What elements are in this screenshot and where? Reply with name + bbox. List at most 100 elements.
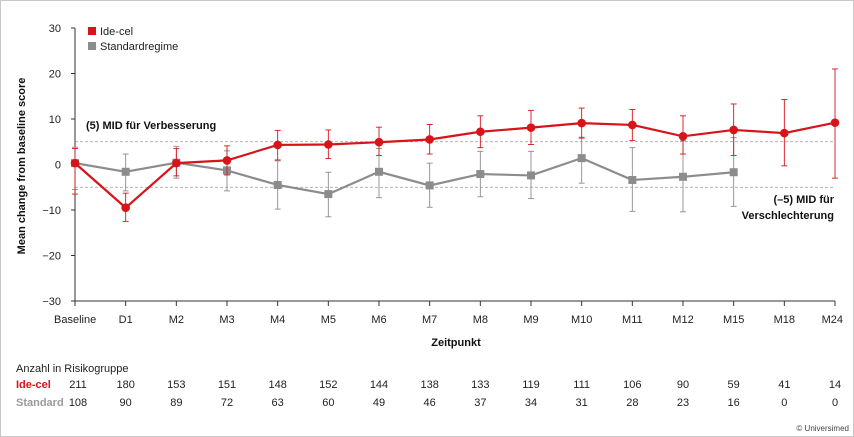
risk-cell: 16 [728, 397, 740, 409]
risk-cell: 0 [832, 397, 838, 409]
data-point [628, 175, 637, 184]
risk-row-label: Standard [16, 397, 64, 409]
data-point [628, 120, 637, 130]
data-point [678, 131, 688, 141]
y-tick-label: 0 [55, 160, 61, 172]
data-point [425, 135, 434, 144]
data-point [222, 156, 232, 165]
mid-worsening-label-line1: (–5) MID für [774, 194, 835, 206]
risk-cell: 60 [322, 397, 334, 409]
mid-improvement-label: (5) MID für Verbesserung [86, 120, 216, 132]
risk-cell: 138 [420, 379, 438, 391]
risk-cell: 153 [167, 379, 185, 391]
risk-cell: 37 [474, 397, 486, 409]
risk-cell: 34 [525, 397, 537, 409]
risk-cell: 46 [424, 397, 436, 409]
risk-cell: 151 [218, 379, 236, 391]
y-tick-label: 30 [49, 23, 61, 35]
data-point [425, 181, 434, 190]
y-tick-label: 20 [49, 69, 61, 81]
data-point [577, 118, 586, 128]
x-tick-label: M6 [371, 314, 386, 326]
data-point [476, 127, 485, 137]
series-line [74, 156, 734, 196]
data-point [527, 171, 535, 180]
risk-row-label: Ide-cel [16, 379, 51, 391]
x-tick-label: M12 [672, 314, 693, 326]
risk-cell: 63 [272, 397, 284, 409]
x-tick-label: M8 [473, 314, 488, 326]
y-axis-title: Mean change from baseline score [16, 78, 28, 255]
risk-cell: 180 [116, 379, 134, 391]
y-tick-label: −10 [42, 205, 61, 217]
y-tick-label: 10 [49, 114, 61, 126]
data-point [679, 172, 687, 181]
x-axis-title: Zeitpunkt [431, 337, 481, 349]
data-point [324, 140, 333, 149]
risk-cell: 90 [120, 397, 132, 409]
y-tick-label: −30 [42, 296, 61, 308]
series-0 [70, 68, 840, 222]
risk-cell: 119 [522, 379, 540, 391]
x-tick-label: M2 [169, 314, 184, 326]
risk-cell: 133 [471, 379, 489, 391]
risk-cell: 148 [268, 379, 286, 391]
x-tick-label: Baseline [54, 314, 96, 326]
series-layer [70, 68, 840, 222]
data-point [729, 168, 738, 177]
risk-cell: 0 [781, 397, 787, 409]
x-tick-label: M7 [422, 314, 437, 326]
legend-label: Ide-cel [100, 26, 133, 38]
credit: © Universimed [796, 424, 849, 433]
legend-swatch [88, 42, 96, 50]
reference-lines [75, 141, 835, 188]
risk-cell: 152 [319, 379, 337, 391]
risk-cell: 31 [576, 397, 588, 409]
x-tick-label: M9 [523, 314, 538, 326]
data-point [273, 180, 282, 189]
x-tick-label: M24 [822, 314, 843, 326]
data-point [121, 203, 130, 213]
x-tick-label: M3 [219, 314, 234, 326]
x-tick-label: M11 [622, 314, 643, 326]
risk-cell: 111 [573, 379, 590, 391]
risk-cell: 49 [373, 397, 385, 409]
error-bar [72, 148, 78, 195]
risk-cell: 23 [677, 397, 689, 409]
data-point [830, 118, 840, 127]
risk-table: Ide-cel 211 180 153 151 148 152 144 138 133 119 111… [16, 379, 841, 409]
x-tick-label: M10 [571, 314, 592, 326]
x-tick-label: M18 [774, 314, 795, 326]
data-point [70, 158, 80, 168]
data-point [172, 158, 181, 168]
mid-worsening-label-line2: Verschlechterung [742, 210, 834, 222]
risk-cell: 108 [69, 397, 87, 409]
y-tick-label: −20 [42, 251, 61, 263]
data-point [273, 140, 282, 150]
axes: 30 20 10 0 −10 −20 −30 Baseline D1 M2 M3 M4 M5 M6 M7 M8… [42, 23, 843, 326]
risk-table-title: Anzahl in Risikogruppe [16, 363, 129, 375]
risk-cell: 211 [69, 379, 87, 391]
risk-cell: 59 [728, 379, 740, 391]
x-tick-label: M4 [270, 314, 285, 326]
data-point [375, 167, 383, 176]
data-point [729, 125, 738, 135]
data-point [324, 190, 333, 199]
series-line [74, 121, 836, 210]
data-point [577, 154, 586, 163]
legend-swatch [88, 27, 96, 35]
x-tick-label: D1 [119, 314, 133, 326]
risk-cell: 41 [778, 379, 790, 391]
data-point [476, 170, 485, 179]
data-point [526, 123, 536, 132]
data-point [374, 137, 384, 147]
risk-cell: 106 [623, 379, 641, 391]
x-tick-label: M15 [723, 314, 744, 326]
x-tick-label: M5 [321, 314, 336, 326]
series-1 [71, 136, 738, 218]
legend: Ide-cel Standardregime [88, 26, 178, 53]
risk-cell: 144 [370, 379, 388, 391]
risk-cell: 28 [626, 397, 638, 409]
risk-cell: 89 [170, 397, 182, 409]
